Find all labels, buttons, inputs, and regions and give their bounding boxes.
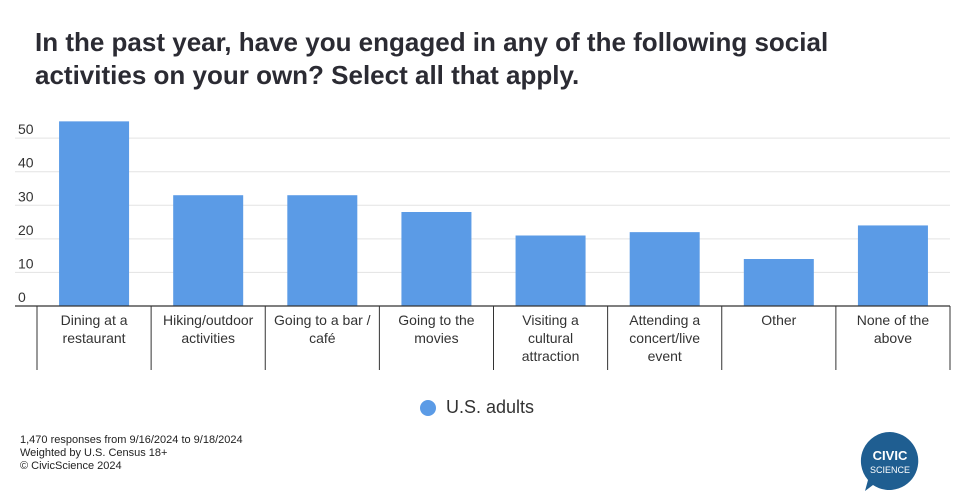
copyright-note: © CivicScience 2024 <box>20 460 122 472</box>
y-tick-label: 50 <box>18 121 34 137</box>
y-tick-label: 0 <box>18 289 26 305</box>
x-category-label: Going to a bar / café <box>274 312 371 346</box>
x-category-label: Other <box>761 312 797 328</box>
logo-text-science: SCIENCE <box>870 465 910 475</box>
x-category-label: Hiking/outdoor activities <box>163 312 254 346</box>
bar[interactable] <box>629 232 700 306</box>
chart-title: In the past year, have you engaged in an… <box>35 27 829 90</box>
bar[interactable] <box>515 235 586 307</box>
x-axis <box>15 305 951 370</box>
x-category-label: Dining at a restaurant <box>60 312 128 346</box>
x-category-label: Going to the movies <box>398 312 475 346</box>
bar[interactable] <box>743 259 814 306</box>
y-axis-ticks: 0 10 20 30 40 50 <box>18 121 34 305</box>
bar[interactable] <box>59 121 130 306</box>
bar-chart: 0 10 20 30 40 50 <box>15 121 951 370</box>
bar[interactable] <box>401 212 472 306</box>
weighting-note: Weighted by U.S. Census 18+ <box>20 447 168 459</box>
y-tick-label: 30 <box>18 188 34 204</box>
x-category-label: Attending a concert/live event <box>629 312 701 364</box>
bars <box>59 121 928 306</box>
legend-label: U.S. adults <box>446 397 535 417</box>
responses-note: 1,470 responses from 9/16/2024 to 9/18/2… <box>20 434 243 446</box>
legend-swatch <box>420 399 436 416</box>
logo-text-civic: CIVIC <box>873 448 908 463</box>
legend[interactable]: U.S. adults <box>420 397 534 418</box>
logo-speech-bubble <box>860 431 919 491</box>
bar[interactable] <box>173 195 244 306</box>
footer-notes: 1,470 responses from 9/16/2024 to 9/18/2… <box>20 434 243 473</box>
y-tick-label: 10 <box>18 255 34 271</box>
civicscience-logo: CIVIC SCIENCE <box>860 431 919 491</box>
y-tick-label: 40 <box>18 155 34 171</box>
gridlines <box>15 137 950 273</box>
y-tick-label: 20 <box>18 222 34 238</box>
x-category-label: Visiting a cultural attraction <box>521 312 580 364</box>
x-category-label: None of the above <box>856 312 930 346</box>
bar[interactable] <box>287 195 358 306</box>
bar[interactable] <box>857 225 928 306</box>
